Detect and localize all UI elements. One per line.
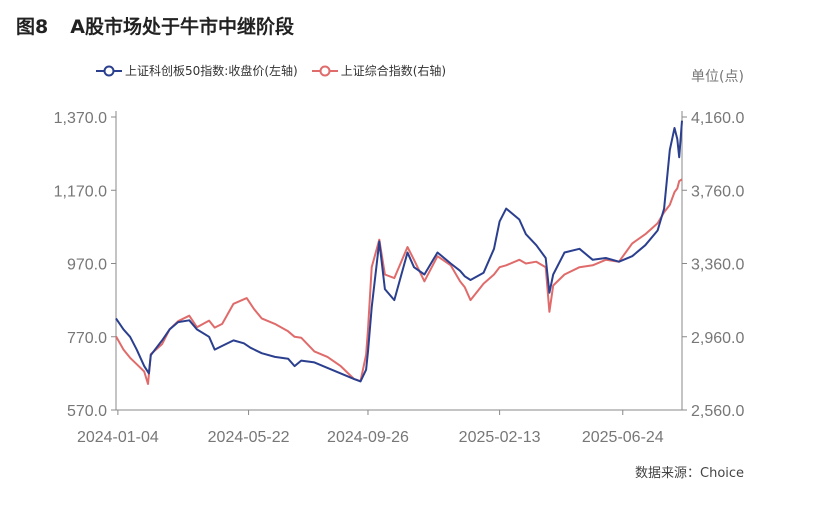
legend-label-series2: 上证综合指数(右轴) bbox=[340, 64, 447, 78]
chart-title: 图8 A股市场处于牛市中继阶段 bbox=[16, 12, 294, 39]
legend-item-series2: 上证综合指数(右轴) bbox=[311, 62, 447, 79]
x-tick-label: 2024-01-04 bbox=[77, 429, 159, 446]
left-tick-label: 970.0 bbox=[67, 257, 107, 274]
series-line-1 bbox=[115, 120, 683, 383]
legend-marker-series2 bbox=[311, 65, 338, 76]
right-tick-label: 3,760.0 bbox=[691, 183, 744, 200]
legend: 上证科创板50指数:收盘价(左轴) 上证综合指数(右轴) bbox=[96, 62, 460, 79]
figure-title-text: A股市场处于牛市中继阶段 bbox=[70, 16, 294, 38]
right-axis-unit: 单位(点) bbox=[691, 69, 744, 85]
legend-item-series1: 上证科创板50指数:收盘价(左轴) bbox=[96, 62, 298, 79]
figure-number: 图8 bbox=[16, 16, 49, 38]
right-tick-label: 2,960.0 bbox=[691, 330, 744, 347]
left-tick-label: 1,170.0 bbox=[54, 183, 107, 200]
legend-marker-series1 bbox=[96, 65, 122, 76]
data-source: 数据来源：Choice bbox=[635, 466, 745, 481]
x-tick-label: 2024-09-26 bbox=[327, 429, 409, 446]
left-tick-label: 770.0 bbox=[67, 330, 107, 347]
x-tick-label: 2025-06-24 bbox=[582, 429, 664, 446]
left-tick-label: 570.0 bbox=[67, 403, 107, 420]
legend-label-series1: 上证科创板50指数:收盘价(左轴) bbox=[125, 64, 298, 78]
series-line-2 bbox=[115, 178, 683, 385]
right-tick-label: 2,560.0 bbox=[691, 403, 744, 420]
right-tick-label: 4,160.0 bbox=[691, 110, 744, 127]
x-tick-label: 2024-05-22 bbox=[208, 429, 290, 446]
x-tick-label: 2025-02-13 bbox=[459, 429, 541, 446]
left-tick-label: 1,370.0 bbox=[54, 110, 107, 127]
right-tick-label: 3,360.0 bbox=[691, 257, 744, 274]
